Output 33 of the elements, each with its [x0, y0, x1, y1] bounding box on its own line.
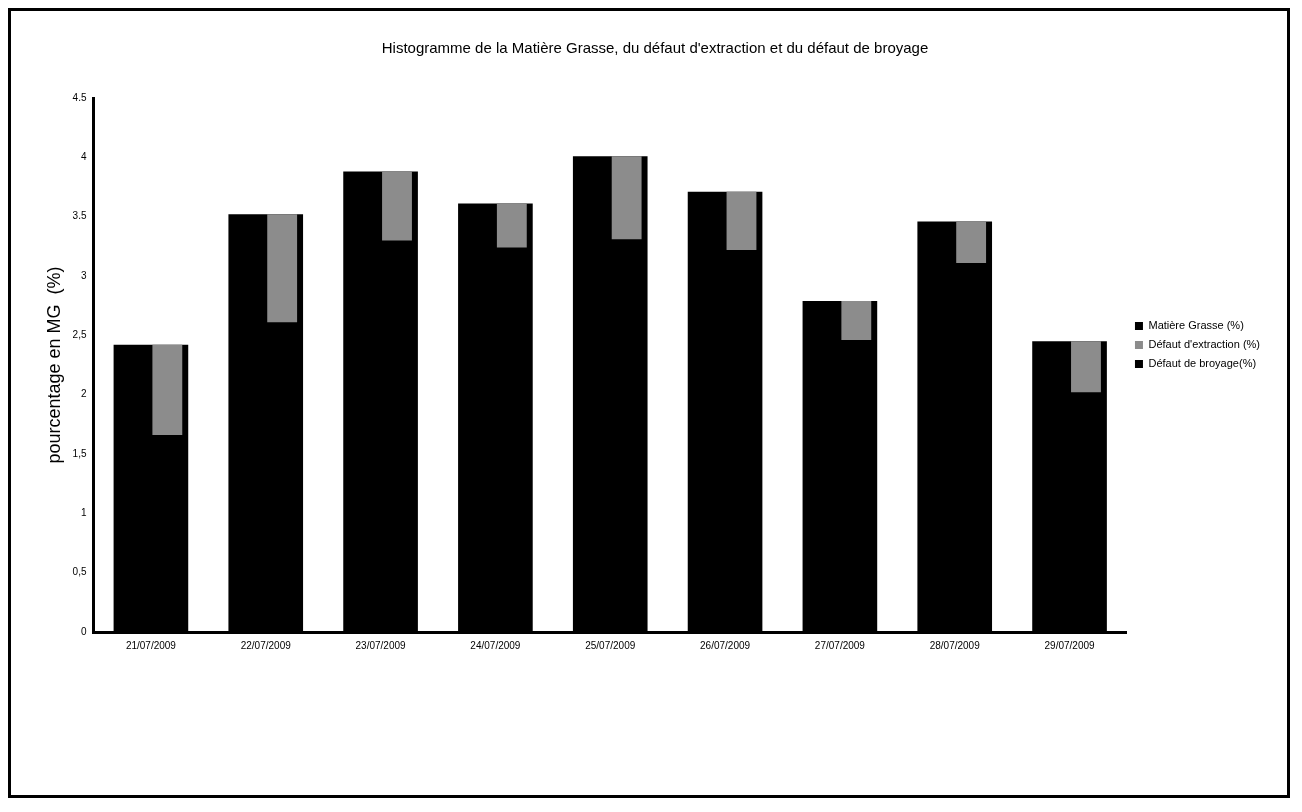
x-tick-label: 27/07/2009 [814, 639, 866, 651]
legend-label: Défaut de broyage(%) [1148, 357, 1257, 370]
y-tick-label: 0 [80, 625, 87, 637]
y-tick-label: 4.5 [72, 91, 87, 103]
y-axis-title: pourcentage en MG (%) [43, 266, 64, 464]
bar [496, 203, 527, 248]
y-tick-label: 3 [80, 269, 87, 281]
y-tick-label: 4 [80, 151, 87, 163]
x-tick-label: 26/07/2009 [700, 639, 751, 651]
x-tick-label: 21/07/2009 [125, 639, 177, 651]
x-tick-label: 22/07/2009 [240, 639, 292, 651]
x-tick-label: 24/07/2009 [470, 639, 521, 651]
y-tick-label: 2,5 [72, 329, 87, 341]
x-tick-label: 28/07/2009 [929, 639, 981, 651]
bar [382, 171, 412, 241]
bar [1071, 341, 1101, 393]
bar [956, 221, 987, 263]
bar [152, 344, 183, 436]
y-tick-label: 0,5 [72, 566, 87, 578]
x-tick-label: 29/07/2009 [1044, 639, 1096, 651]
y-tick-label: 3.5 [72, 210, 87, 222]
legend-label: Matière Grasse (%) [1148, 319, 1244, 332]
y-tick-label: 1 [80, 507, 87, 519]
bar [267, 214, 298, 323]
x-tick-label: 25/07/2009 [585, 639, 636, 651]
y-tick-label: 2 [80, 388, 87, 400]
bar [611, 156, 642, 240]
y-tick-label: 1,5 [72, 447, 87, 459]
legend-label: Défaut d'extraction (%) [1148, 338, 1261, 351]
x-tick-label: 23/07/2009 [355, 639, 407, 651]
chart-title: Histogramme de la Matière Grasse, du défaut d'extraction et du défaut de broyage [381, 39, 929, 57]
bar [726, 191, 757, 250]
bar [841, 300, 872, 341]
